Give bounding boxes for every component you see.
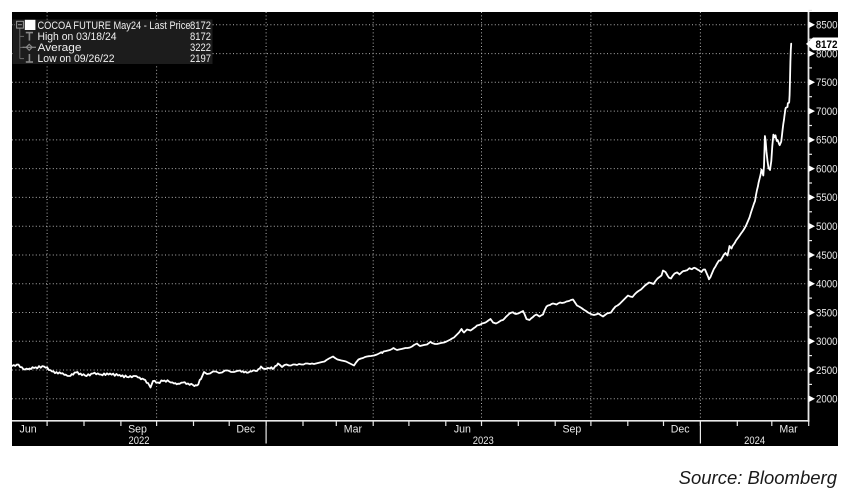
svg-text:6500: 6500 — [816, 135, 838, 147]
svg-text:2000: 2000 — [816, 394, 838, 406]
svg-text:8500: 8500 — [816, 20, 838, 32]
svg-text:Mar: Mar — [344, 424, 363, 436]
svg-text:Dec: Dec — [236, 424, 256, 436]
svg-text:3000: 3000 — [816, 336, 838, 348]
svg-text:2024: 2024 — [744, 435, 765, 447]
svg-text:2197: 2197 — [190, 53, 211, 65]
svg-text:3222: 3222 — [190, 42, 211, 54]
svg-text:Average: Average — [38, 42, 82, 54]
svg-text:Jun: Jun — [20, 424, 37, 436]
svg-text:3500: 3500 — [816, 307, 838, 319]
svg-text:4000: 4000 — [816, 279, 838, 291]
svg-text:Sep: Sep — [128, 424, 147, 436]
svg-text:4500: 4500 — [816, 250, 838, 262]
svg-text:7500: 7500 — [816, 77, 838, 89]
svg-text:5500: 5500 — [816, 192, 838, 204]
svg-text:8172: 8172 — [816, 39, 838, 51]
svg-text:2022: 2022 — [129, 435, 150, 447]
svg-text:High on 03/18/24: High on 03/18/24 — [38, 31, 117, 43]
svg-text:Low on 09/26/22: Low on 09/26/22 — [38, 53, 115, 65]
svg-text:Dec: Dec — [671, 424, 691, 436]
svg-text:COCOA FUTURE May24 - Last Pric: COCOA FUTURE May24 - Last Price — [38, 20, 191, 32]
svg-text:Mar: Mar — [779, 424, 798, 436]
svg-text:7000: 7000 — [816, 106, 838, 118]
svg-text:8172: 8172 — [190, 31, 211, 43]
svg-text:5000: 5000 — [816, 221, 838, 233]
svg-text:2500: 2500 — [816, 365, 838, 377]
svg-text:Sep: Sep — [562, 424, 581, 436]
svg-text:8172: 8172 — [190, 20, 211, 32]
svg-text:6000: 6000 — [816, 163, 838, 175]
svg-text:2023: 2023 — [473, 435, 494, 447]
svg-text:8000: 8000 — [816, 48, 838, 60]
svg-text:Jun: Jun — [454, 424, 471, 436]
